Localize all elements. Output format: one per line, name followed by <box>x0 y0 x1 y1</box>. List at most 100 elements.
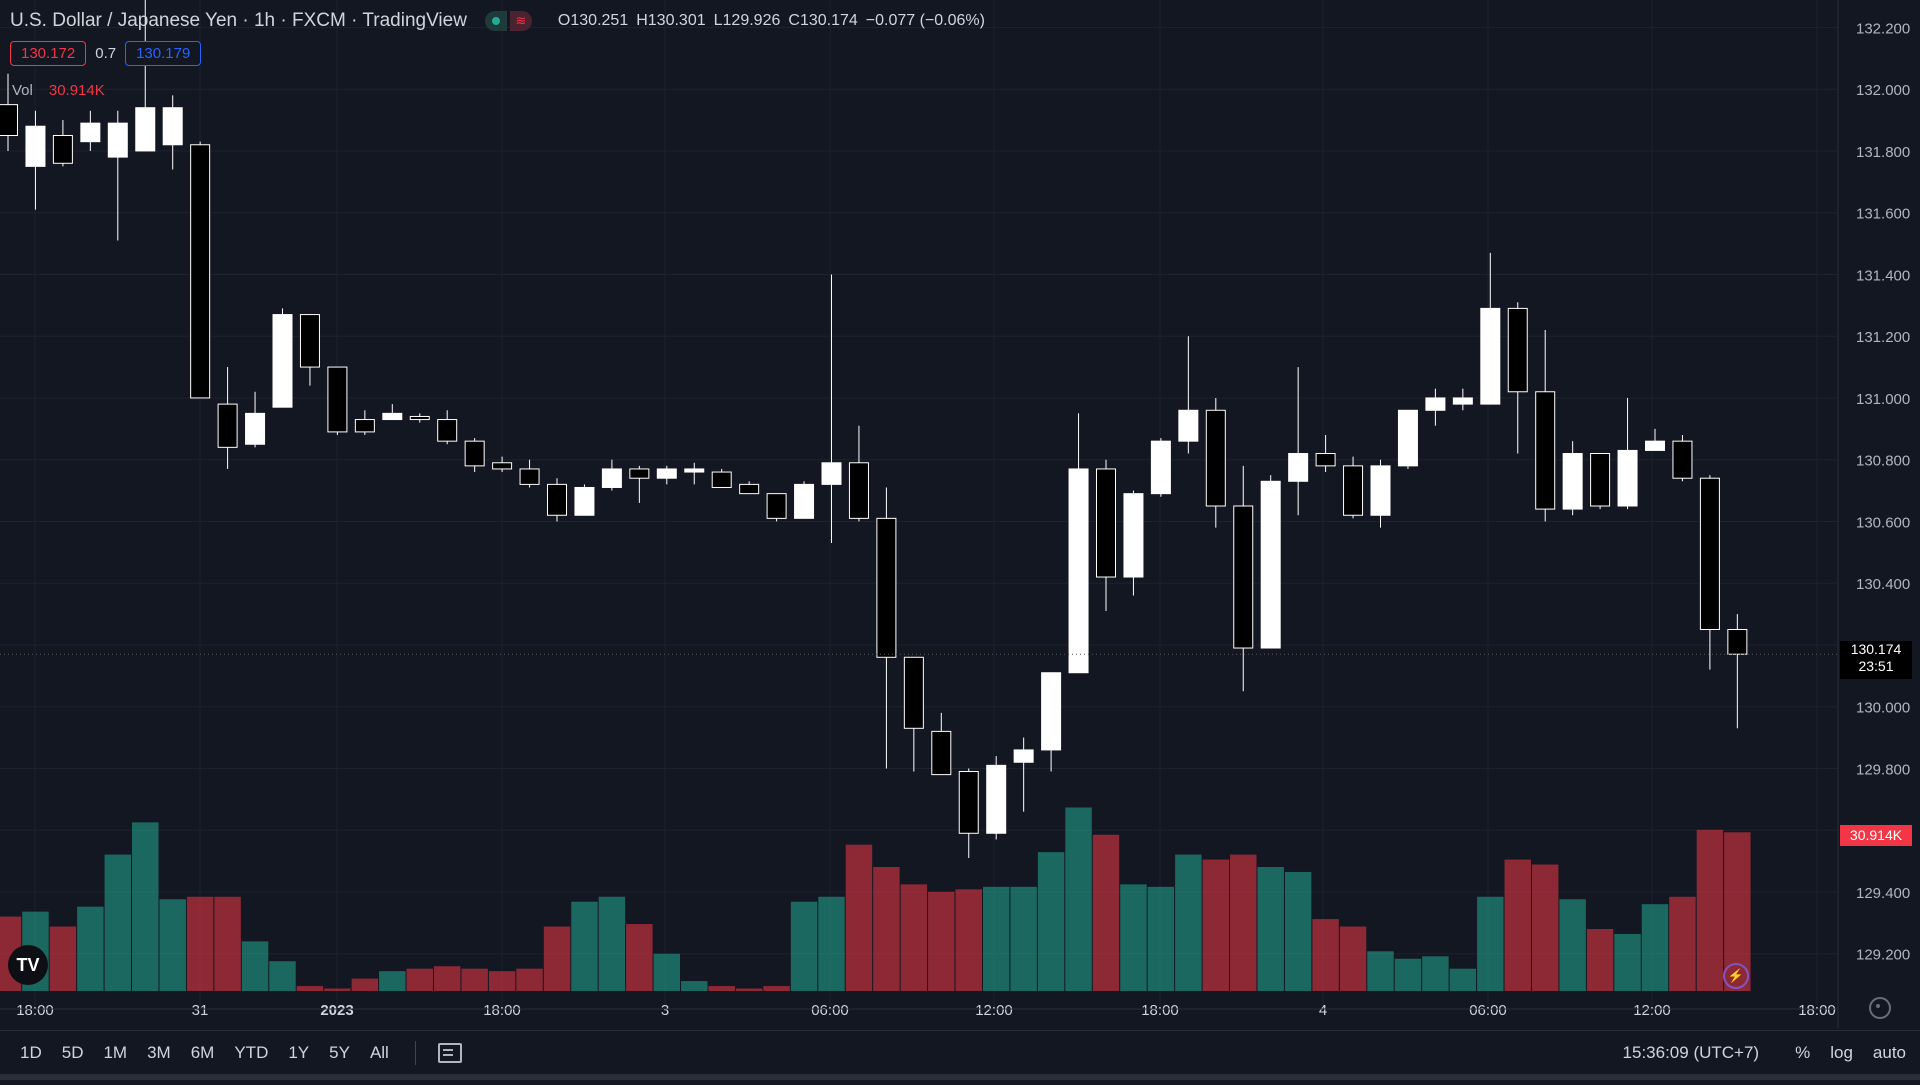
auto-scale-toggle[interactable]: auto <box>1872 1043 1906 1062</box>
candle-body <box>1205 409 1226 507</box>
volume-bar <box>1284 871 1312 991</box>
candle-body <box>1233 505 1254 649</box>
candle-body <box>409 415 430 421</box>
candle-body <box>492 462 513 470</box>
range-ytd-button[interactable]: YTD <box>234 1043 269 1062</box>
volume-bar <box>818 896 845 991</box>
market-status[interactable]: ≋ <box>484 11 532 31</box>
range-5d-button[interactable]: 5D <box>61 1043 84 1062</box>
market-open-icon <box>484 11 507 31</box>
toolbar-divider <box>414 1041 416 1065</box>
volume-bar <box>900 884 928 991</box>
sell-button[interactable]: 130.172 <box>10 41 87 66</box>
candle-body <box>1150 440 1171 495</box>
price-axis-label: 132.200 <box>1856 20 1910 37</box>
volume-bar <box>735 988 763 991</box>
candle-body <box>1315 453 1336 467</box>
candle-body <box>711 471 732 488</box>
candle-body <box>1452 397 1473 405</box>
price-axis-label: 131.400 <box>1856 267 1910 284</box>
log-scale-toggle[interactable]: log <box>1830 1043 1853 1062</box>
candle-body <box>958 771 979 834</box>
candle-body <box>1672 440 1693 479</box>
time-axis-label: 18:00 <box>16 1002 54 1019</box>
volume-bar <box>1669 896 1696 991</box>
time-axis-label: 12:00 <box>1633 1002 1671 1019</box>
volume-bar <box>351 978 379 991</box>
range-5y-button[interactable]: 5Y <box>329 1043 350 1062</box>
volume-bar <box>1394 958 1422 991</box>
percent-scale-toggle[interactable]: % <box>1795 1043 1811 1062</box>
candle-body <box>903 656 924 729</box>
volume-bar <box>543 926 571 991</box>
volume-bar <box>845 844 873 991</box>
volume-bar <box>269 961 296 991</box>
volume-label: Vol <box>12 82 33 99</box>
spread-value: 0.7 <box>95 45 117 62</box>
volume-bar <box>571 901 598 991</box>
candle-body <box>656 468 677 479</box>
change-value: −0.077 (−0.06%) <box>865 12 985 29</box>
volume-tag: 30.914K <box>1840 825 1912 846</box>
range-1m-button[interactable]: 1M <box>103 1043 128 1062</box>
volume-bar <box>1696 829 1724 991</box>
candle-body <box>1397 409 1418 467</box>
volume-bar <box>982 886 1010 991</box>
candle-body <box>162 107 183 146</box>
price-axis-label: 131.800 <box>1856 144 1910 161</box>
volume-bar <box>1092 834 1120 991</box>
candle-body <box>1096 468 1116 578</box>
volume-bar <box>681 981 708 991</box>
candle-body <box>629 468 650 479</box>
range-1y-button[interactable]: 1Y <box>288 1043 310 1062</box>
candle-body <box>547 483 567 516</box>
price-axis-label: 129.200 <box>1856 947 1910 964</box>
candle-body <box>1617 449 1638 507</box>
range-all-button[interactable]: All <box>369 1043 389 1062</box>
time-axis-label: 2023 <box>320 1002 353 1019</box>
candle-body <box>382 412 403 421</box>
gear-icon[interactable] <box>1869 997 1891 1019</box>
volume-bar <box>955 889 982 991</box>
candle-body <box>1260 480 1281 649</box>
volume-bar <box>1477 896 1504 991</box>
candle-body <box>1370 465 1391 516</box>
candle-body <box>327 366 348 433</box>
volume-bar <box>1257 867 1284 991</box>
volume-bar <box>1202 859 1230 991</box>
volume-bar <box>49 926 77 991</box>
candle-body <box>601 468 622 488</box>
bottom-toolbar: 1D 5D 1M 3M 6M YTD 1Y 5Y All 15:36:09 (U… <box>0 1030 1920 1075</box>
trade-buttons: 130.172 0.7 130.179 <box>10 41 202 66</box>
price-axis-label: 132.000 <box>1856 82 1910 99</box>
volume-bar <box>708 986 735 991</box>
candle-body <box>1041 672 1062 751</box>
clock-timezone[interactable]: 15:36:09 (UTC+7) <box>1622 1043 1760 1062</box>
lightning-icon[interactable]: ⚡ <box>1723 963 1749 989</box>
range-1d-button[interactable]: 1D <box>20 1043 42 1062</box>
volume-bar <box>1065 807 1092 991</box>
volume-bar <box>1312 919 1339 991</box>
time-axis-label: 4 <box>1319 1002 1327 1019</box>
candle-body <box>1343 465 1364 516</box>
symbol-legend: U.S. Dollar / Japanese Yen · 1h · FXCM ·… <box>10 9 985 33</box>
candle-body <box>739 483 760 495</box>
volume-bar <box>461 968 488 991</box>
calendar-range-icon[interactable] <box>437 1043 462 1063</box>
volume-bar <box>488 971 516 991</box>
volume-bar <box>1147 886 1175 991</box>
candle-body <box>245 412 266 445</box>
buy-button[interactable]: 130.179 <box>125 41 202 66</box>
volume-legend[interactable]: Vol 30.914K <box>12 82 105 99</box>
symbol-title[interactable]: U.S. Dollar / Japanese Yen · 1h · FXCM ·… <box>10 10 467 31</box>
candle-body <box>135 107 156 152</box>
tradingview-logo-icon[interactable]: TV <box>8 945 48 985</box>
range-6m-button[interactable]: 6M <box>190 1043 215 1062</box>
volume-bar <box>1559 899 1586 991</box>
volume-bar <box>516 968 543 991</box>
volume-bar <box>1422 956 1449 991</box>
time-axis-label: 06:00 <box>811 1002 849 1019</box>
range-3m-button[interactable]: 3M <box>147 1043 171 1062</box>
